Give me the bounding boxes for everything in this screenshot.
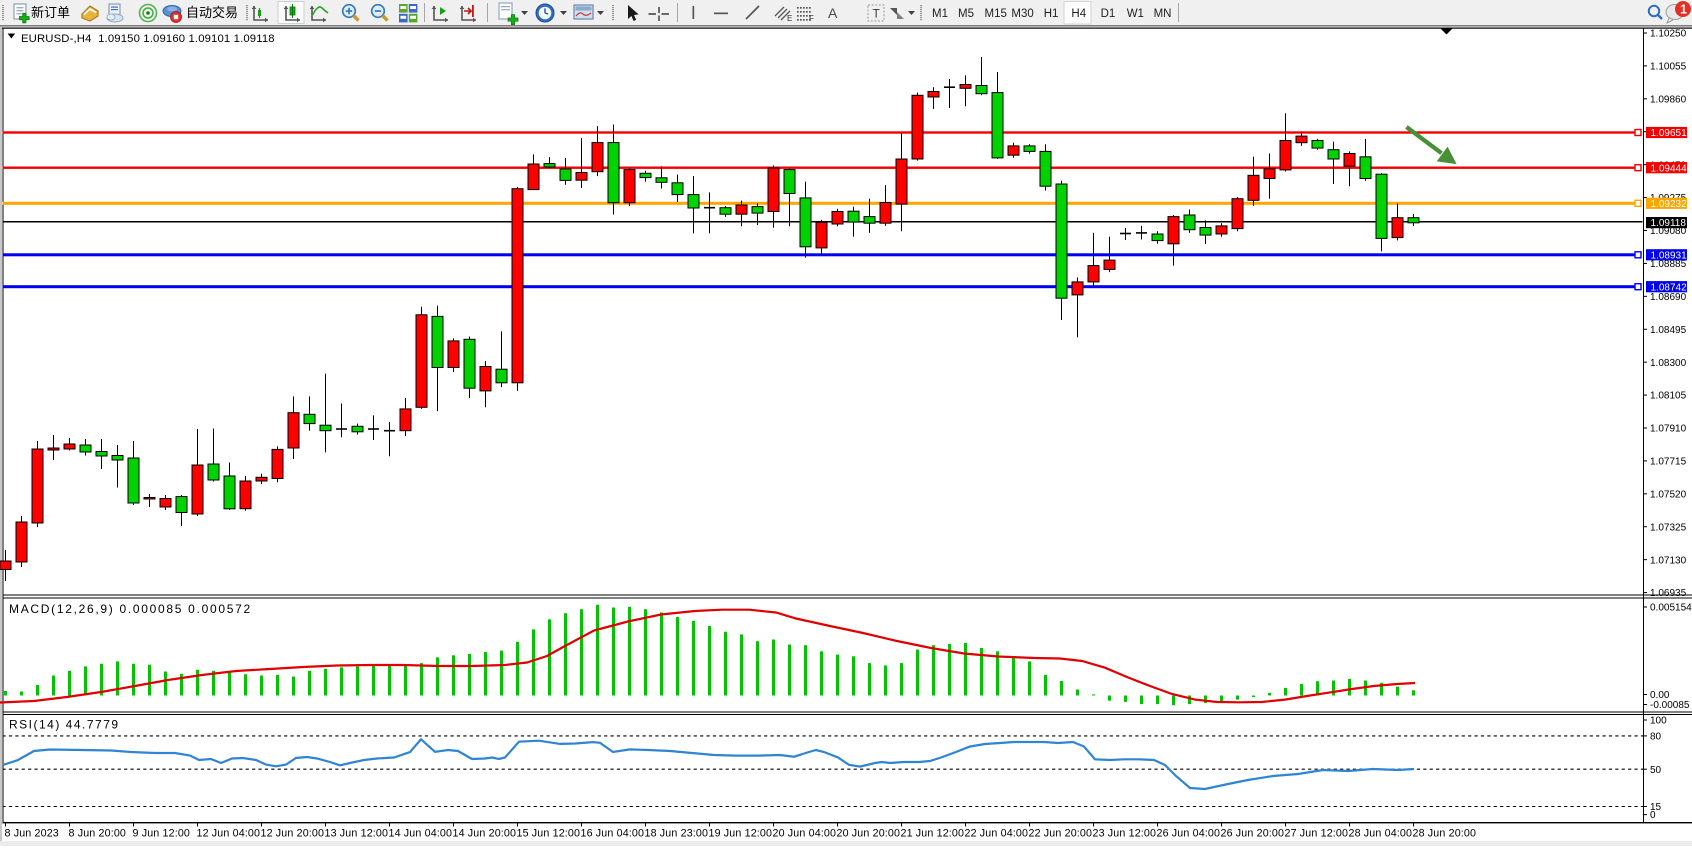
- svg-text:M30: M30: [1011, 8, 1033, 20]
- svg-text:1.10250: 1.10250: [1650, 29, 1687, 40]
- svg-text:22 Jun 20:00: 22 Jun 20:00: [1029, 828, 1093, 840]
- svg-text:E: E: [787, 14, 792, 23]
- svg-text:1: 1: [1680, 3, 1687, 17]
- svg-text:15 Jun 12:00: 15 Jun 12:00: [517, 828, 581, 840]
- svg-text:1.08690: 1.08690: [1650, 292, 1687, 303]
- svg-text:F: F: [809, 14, 814, 23]
- svg-text:M15: M15: [985, 8, 1007, 20]
- svg-text:新订单: 新订单: [31, 5, 70, 20]
- svg-text:M1: M1: [932, 8, 948, 20]
- svg-text:1.08931: 1.08931: [1651, 250, 1688, 261]
- svg-text:14 Jun 20:00: 14 Jun 20:00: [453, 828, 517, 840]
- svg-text:D1: D1: [1101, 8, 1116, 20]
- svg-text:1.09651: 1.09651: [1651, 128, 1688, 139]
- svg-text:8 Jun 20:00: 8 Jun 20:00: [69, 828, 127, 840]
- svg-text:1.09860: 1.09860: [1650, 94, 1687, 105]
- svg-text:A: A: [828, 5, 838, 21]
- svg-text:1.07910: 1.07910: [1650, 424, 1687, 435]
- svg-text:0.005154: 0.005154: [1650, 603, 1692, 614]
- svg-text:1.08495: 1.08495: [1650, 325, 1687, 336]
- svg-text:20 Jun 20:00: 20 Jun 20:00: [837, 828, 901, 840]
- svg-text:1.10055: 1.10055: [1650, 62, 1687, 73]
- svg-text:1.07130: 1.07130: [1650, 555, 1687, 566]
- svg-text:1.09444: 1.09444: [1651, 163, 1688, 174]
- svg-text:1.07715: 1.07715: [1650, 457, 1687, 468]
- svg-text:20 Jun 04:00: 20 Jun 04:00: [773, 828, 837, 840]
- svg-text:1.06935: 1.06935: [1650, 588, 1687, 599]
- svg-text:13 Jun 12:00: 13 Jun 12:00: [325, 828, 389, 840]
- svg-text:MACD(12,26,9) 0.000085 0.00057: MACD(12,26,9) 0.000085 0.000572: [9, 602, 252, 616]
- svg-text:8 Jun 2023: 8 Jun 2023: [5, 828, 59, 840]
- svg-text:1.08742: 1.08742: [1651, 282, 1688, 293]
- svg-text:RSI(14) 44.7779: RSI(14) 44.7779: [9, 718, 120, 732]
- svg-text:28 Jun 04:00: 28 Jun 04:00: [1349, 828, 1413, 840]
- svg-text:H1: H1: [1044, 8, 1059, 20]
- svg-text:9 Jun 12:00: 9 Jun 12:00: [133, 828, 191, 840]
- svg-text:1.09118: 1.09118: [1651, 218, 1687, 229]
- svg-text:自动交易: 自动交易: [186, 5, 238, 20]
- svg-text:1.07325: 1.07325: [1650, 522, 1687, 533]
- svg-text:W1: W1: [1127, 8, 1144, 20]
- svg-text:27 Jun 12:00: 27 Jun 12:00: [1285, 828, 1349, 840]
- svg-text:28 Jun 20:00: 28 Jun 20:00: [1413, 828, 1477, 840]
- svg-text:21 Jun 12:00: 21 Jun 12:00: [901, 828, 965, 840]
- svg-text:T: T: [873, 7, 881, 21]
- svg-text:1.09232: 1.09232: [1651, 199, 1688, 210]
- svg-text:EURUSD-,H4 1.09150 1.09160 1.: EURUSD-,H4 1.09150 1.09160 1.09101 1.091…: [21, 33, 275, 45]
- svg-text:26 Jun 04:00: 26 Jun 04:00: [1157, 828, 1221, 840]
- svg-text:1.07520: 1.07520: [1650, 489, 1687, 500]
- svg-text:14 Jun 04:00: 14 Jun 04:00: [389, 828, 453, 840]
- svg-text:80: 80: [1650, 732, 1662, 743]
- svg-text:1.08105: 1.08105: [1650, 391, 1687, 402]
- svg-text:M5: M5: [958, 8, 974, 20]
- svg-text:18 Jun 23:00: 18 Jun 23:00: [645, 828, 709, 840]
- svg-text:1.08300: 1.08300: [1650, 358, 1687, 369]
- svg-text:-0.00085: -0.00085: [1650, 700, 1690, 711]
- svg-text:0: 0: [1650, 810, 1656, 821]
- svg-text:12 Jun 20:00: 12 Jun 20:00: [261, 828, 325, 840]
- svg-text:100: 100: [1650, 716, 1667, 727]
- svg-text:12 Jun 04:00: 12 Jun 04:00: [197, 828, 261, 840]
- svg-text:23 Jun 12:00: 23 Jun 12:00: [1093, 828, 1157, 840]
- svg-text:26 Jun 20:00: 26 Jun 20:00: [1221, 828, 1285, 840]
- svg-text:MN: MN: [1154, 8, 1172, 20]
- svg-text:50: 50: [1650, 765, 1662, 776]
- svg-text:22 Jun 04:00: 22 Jun 04:00: [965, 828, 1029, 840]
- svg-text:19 Jun 12:00: 19 Jun 12:00: [709, 828, 773, 840]
- svg-text:16 Jun 04:00: 16 Jun 04:00: [581, 828, 645, 840]
- svg-text:H4: H4: [1071, 8, 1086, 20]
